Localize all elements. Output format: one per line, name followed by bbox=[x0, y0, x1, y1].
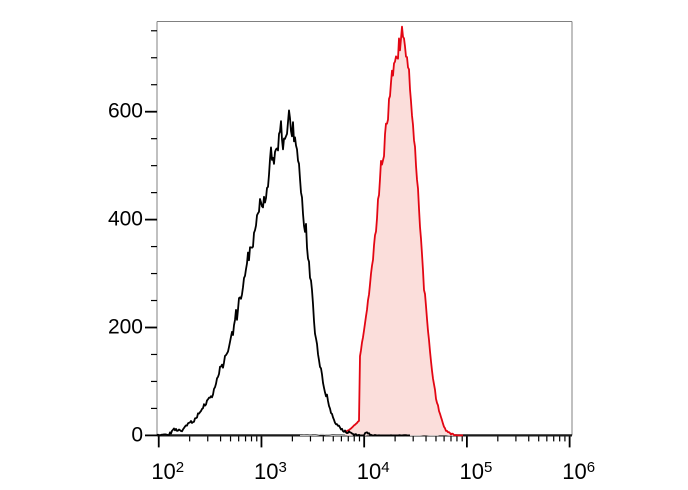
svg-text:400: 400 bbox=[108, 208, 143, 231]
svg-text:103: 103 bbox=[254, 459, 287, 484]
svg-text:600: 600 bbox=[108, 100, 143, 123]
svg-text:200: 200 bbox=[108, 316, 143, 339]
svg-text:102: 102 bbox=[151, 459, 184, 484]
svg-text:105: 105 bbox=[459, 459, 492, 484]
svg-text:104: 104 bbox=[357, 459, 390, 484]
svg-text:0: 0 bbox=[131, 423, 143, 446]
svg-text:106: 106 bbox=[562, 459, 595, 484]
